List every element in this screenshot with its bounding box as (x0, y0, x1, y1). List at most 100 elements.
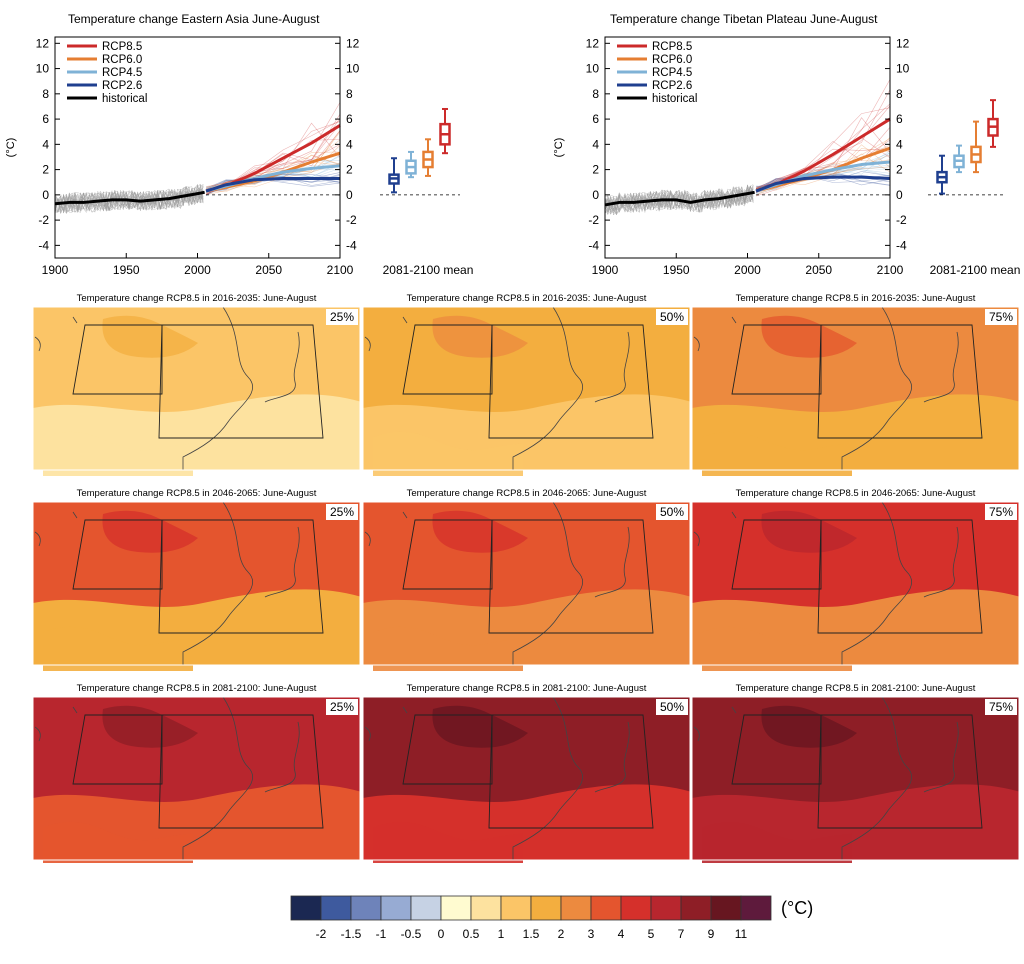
colorbar-tick-label: 2 (558, 927, 565, 941)
y-tick-label: 12 (36, 36, 50, 50)
percentile-label-bg (985, 504, 1017, 520)
colorbar-tick-label: 1 (498, 927, 505, 941)
coastline (841, 306, 913, 470)
plot-frame (54, 36, 341, 259)
legend-label: RCP4.5 (652, 67, 692, 79)
colorbar-tick-label: 1.5 (523, 927, 540, 941)
y-tick-label: 12 (586, 36, 600, 50)
x-tick-label: 1900 (42, 263, 69, 277)
y-tick-label: 6 (42, 112, 49, 126)
map-title: Temperature change RCP8.5 in 2046-2065: … (407, 488, 647, 499)
percentile-label: 50% (660, 700, 684, 714)
percentile-label-bg (985, 699, 1017, 715)
y-tick-label: 4 (42, 137, 49, 151)
colorbar-swatch (350, 895, 382, 921)
map-frame (691, 696, 1020, 861)
colorbar-swatch (620, 895, 652, 921)
percentile-label: 25% (330, 505, 354, 519)
y-tick-label: 10 (586, 62, 600, 76)
colorbar-tick-label: -1.5 (341, 927, 362, 941)
map-frame (362, 696, 691, 861)
coastline-japan (264, 526, 300, 598)
colorbar-tick-label: 3 (588, 927, 595, 941)
y-tick-label-right: 2 (896, 163, 903, 177)
y-tick-label: -4 (38, 238, 49, 252)
colorbar-swatch (710, 895, 742, 921)
map-patch (761, 705, 857, 748)
y-tick-label: 2 (42, 163, 49, 177)
x-tick-label: 2050 (255, 263, 282, 277)
map-patch (702, 821, 852, 863)
region-box-tibetan-plateau (731, 519, 822, 590)
historical-member-line (54, 186, 204, 213)
y-tick-label-right: 4 (896, 137, 903, 151)
region-box-tibetan-plateau (731, 324, 822, 395)
map-frame (32, 696, 361, 861)
map-patch (702, 626, 852, 671)
map-frame (362, 501, 691, 666)
colorbar-tick-label: 5 (648, 927, 655, 941)
region-box-tibetan-plateau (72, 519, 163, 590)
coastline (34, 316, 78, 352)
coastline (364, 706, 408, 742)
y-tick-label: 8 (592, 87, 599, 101)
map-patch (43, 821, 193, 863)
box-plot-rcp85 (987, 99, 999, 148)
legend-label: RCP8.5 (102, 41, 142, 53)
x-tick-label: 2050 (805, 263, 832, 277)
percentile-label: 50% (660, 310, 684, 324)
y-tick-label-right: -2 (346, 213, 357, 227)
map-panel: Temperature change RCP8.5 in 2081-2100: … (691, 683, 1020, 863)
map-panel: Temperature change RCP8.5 in 2046-2065: … (32, 488, 361, 671)
y-tick-label: 4 (592, 137, 599, 151)
y-tick-label: 10 (36, 62, 50, 76)
coastline (512, 501, 584, 665)
coastline-japan (923, 331, 959, 403)
series-line-rcp26 (205, 176, 340, 193)
colorbar-swatch (590, 895, 622, 921)
y-tick-label-right: 12 (346, 36, 360, 50)
region-box-eastern-asia (158, 519, 324, 634)
region-box-tibetan-plateau (731, 714, 822, 785)
colorbar-swatch (470, 895, 502, 921)
colorbar-swatch (410, 895, 442, 921)
coastline-japan (594, 721, 630, 793)
coastline (34, 511, 78, 547)
y-tick-label: -2 (588, 213, 599, 227)
box-plot-rcp26 (388, 157, 400, 194)
map-panel: Temperature change RCP8.5 in 2016-2035: … (32, 293, 361, 476)
scenario-member-line (205, 151, 341, 193)
map-patch (702, 431, 852, 476)
box-plot-rcp26 (936, 154, 948, 195)
percentile-label-bg (326, 504, 358, 520)
box-plot-rcp60 (970, 120, 982, 174)
map-patch (43, 626, 193, 671)
region-box-eastern-asia (488, 714, 654, 829)
series-line-historical (604, 190, 755, 207)
y-tick-label: 2 (592, 163, 599, 177)
coastline (364, 511, 408, 547)
colorbar-tick-label: 4 (618, 927, 625, 941)
map-patch (373, 626, 523, 671)
box-plot-rcp45 (405, 150, 417, 179)
chart-title: Temperature change Tibetan Plateau June-… (610, 12, 878, 26)
map-patch (761, 510, 857, 553)
coastline (512, 696, 584, 860)
percentile-label: 75% (989, 505, 1013, 519)
colorbar-tick-label: 7 (678, 927, 685, 941)
historical-member-line (604, 185, 754, 213)
map-title: Temperature change RCP8.5 in 2016-2035: … (736, 293, 976, 304)
colorbar-tick-label: 11 (735, 927, 748, 941)
chart-title: Temperature change Eastern Asia June-Aug… (68, 12, 320, 26)
map-frame (691, 501, 1020, 666)
percentile-label: 50% (660, 505, 684, 519)
region-box-eastern-asia (817, 714, 983, 829)
map-patch (761, 315, 857, 358)
map-title: Temperature change RCP8.5 in 2046-2065: … (77, 488, 317, 499)
series-line-rcp26 (755, 175, 891, 193)
y-tick-label: 8 (42, 87, 49, 101)
scenario-member-line (755, 175, 891, 189)
colorbar-tick-label: -1 (376, 927, 387, 941)
coastline-japan (594, 331, 630, 403)
map-patch (102, 705, 198, 748)
